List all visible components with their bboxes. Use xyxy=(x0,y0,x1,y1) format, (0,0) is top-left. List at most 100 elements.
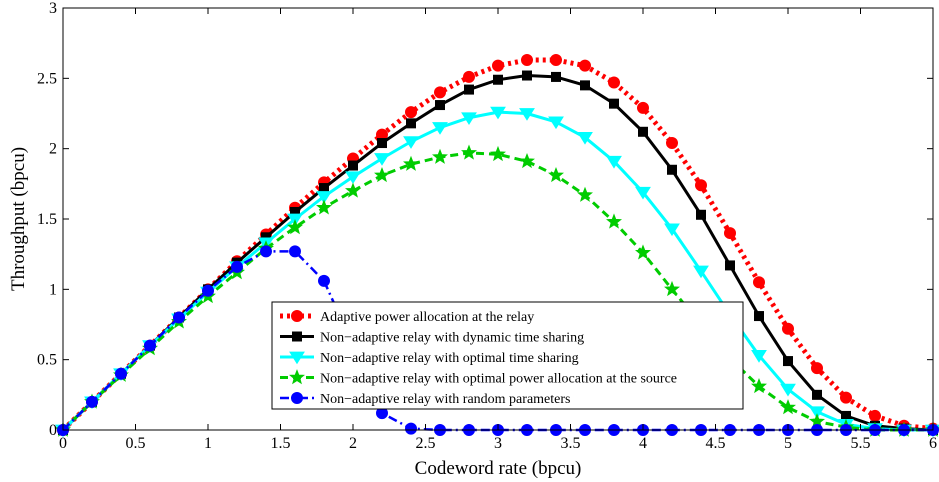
data-point xyxy=(345,171,361,185)
x-tick-label: 4 xyxy=(639,435,647,452)
x-tick-label: 0 xyxy=(59,435,67,452)
data-point xyxy=(144,339,156,352)
data-point xyxy=(519,108,535,121)
x-tick-label: 6 xyxy=(929,435,937,452)
data-point xyxy=(725,260,735,271)
y-tick-label: 1.5 xyxy=(37,211,57,228)
data-point xyxy=(316,191,332,204)
y-tick-label: 2.5 xyxy=(37,70,57,87)
data-point xyxy=(405,106,417,119)
data-point xyxy=(345,182,361,198)
data-point xyxy=(577,186,593,202)
x-tick-label: 5 xyxy=(784,435,792,452)
data-point xyxy=(492,59,504,72)
data-point xyxy=(724,227,736,240)
data-point xyxy=(522,70,532,81)
legend-label: Non−adaptive relay with optimal power al… xyxy=(320,372,677,387)
data-point xyxy=(606,155,622,169)
legend-item: Non−adaptive relay with random parameter… xyxy=(280,392,570,407)
y-axis-label: Throughput (bpcu) xyxy=(8,147,29,291)
data-point xyxy=(869,409,881,422)
data-point xyxy=(577,132,593,145)
data-point xyxy=(551,71,561,82)
data-point xyxy=(377,138,387,149)
legend-item: Non−adaptive relay with optimal time sha… xyxy=(280,351,579,366)
legend-item: Non−adaptive relay with dynamic time sha… xyxy=(280,331,584,346)
data-point xyxy=(782,322,794,335)
data-point xyxy=(666,137,678,150)
data-point xyxy=(580,80,590,91)
data-point xyxy=(435,100,445,111)
x-tick-label: 2 xyxy=(349,435,357,452)
data-point xyxy=(490,145,506,162)
data-point xyxy=(260,245,272,258)
data-point xyxy=(608,76,620,89)
data-point xyxy=(751,377,767,394)
data-point xyxy=(291,310,303,322)
data-point xyxy=(667,164,677,175)
x-tick-label: 2.5 xyxy=(416,435,436,452)
data-point xyxy=(754,311,764,322)
y-tick-label: 0 xyxy=(49,422,57,439)
data-point xyxy=(809,406,825,419)
data-point xyxy=(292,331,302,342)
data-point xyxy=(696,209,706,220)
x-tick-label: 3.5 xyxy=(561,435,581,452)
data-point xyxy=(811,362,823,375)
data-point xyxy=(291,392,303,404)
x-tick-label: 3 xyxy=(494,435,502,452)
data-point xyxy=(579,59,591,72)
data-point xyxy=(550,54,562,67)
data-point xyxy=(202,284,214,297)
data-point xyxy=(548,116,564,130)
data-point xyxy=(115,367,127,380)
data-point xyxy=(348,160,358,171)
data-point xyxy=(780,399,796,415)
data-point xyxy=(521,54,533,67)
data-point xyxy=(637,101,649,114)
legend: Adaptive power allocation at the relay No… xyxy=(271,301,744,410)
legend-item: Non−adaptive relay with optimal power al… xyxy=(280,369,677,387)
axes: 0 0.5 1 1.5 2 2.5 3 3.5 4 4.5 5 5.5 6 0 0.5 1 1.5 2 2.5 3 xyxy=(37,0,937,452)
data-point xyxy=(519,152,535,169)
y-tick-label: 0.5 xyxy=(37,352,57,369)
data-point xyxy=(664,280,680,297)
data-point xyxy=(461,112,477,125)
data-point xyxy=(695,179,707,192)
y-tick-label: 1 xyxy=(49,281,57,298)
data-point xyxy=(840,391,852,404)
data-point xyxy=(403,136,419,149)
data-point xyxy=(374,153,390,166)
data-point xyxy=(318,274,330,287)
data-point xyxy=(638,126,648,137)
data-point xyxy=(406,118,416,129)
legend-label: Adaptive power allocation at the relay xyxy=(320,310,534,325)
data-point xyxy=(664,223,680,237)
data-point xyxy=(780,383,796,397)
legend-label: Non−adaptive relay with random parameter… xyxy=(320,392,570,407)
data-point xyxy=(635,244,651,260)
data-point xyxy=(289,369,305,385)
x-axis-label: Codeword rate (bpcu) xyxy=(415,458,582,479)
legend-label: Non−adaptive relay with dynamic time sha… xyxy=(320,331,584,346)
legend-box xyxy=(271,301,744,410)
data-point xyxy=(693,265,709,279)
x-tick-label: 1 xyxy=(204,435,212,452)
data-point xyxy=(316,199,332,215)
data-point xyxy=(86,395,98,408)
data-point xyxy=(463,70,475,83)
data-point xyxy=(635,186,651,200)
data-point xyxy=(405,422,417,435)
data-point xyxy=(606,213,622,229)
x-tick-label: 4.5 xyxy=(706,435,726,452)
data-point xyxy=(231,260,243,273)
data-point xyxy=(432,122,448,135)
data-point xyxy=(812,389,822,400)
data-point xyxy=(464,84,474,95)
data-point xyxy=(289,351,305,365)
data-point xyxy=(403,155,419,171)
data-point xyxy=(493,74,503,85)
x-tick-label: 1.5 xyxy=(271,435,291,452)
data-point xyxy=(173,311,185,324)
